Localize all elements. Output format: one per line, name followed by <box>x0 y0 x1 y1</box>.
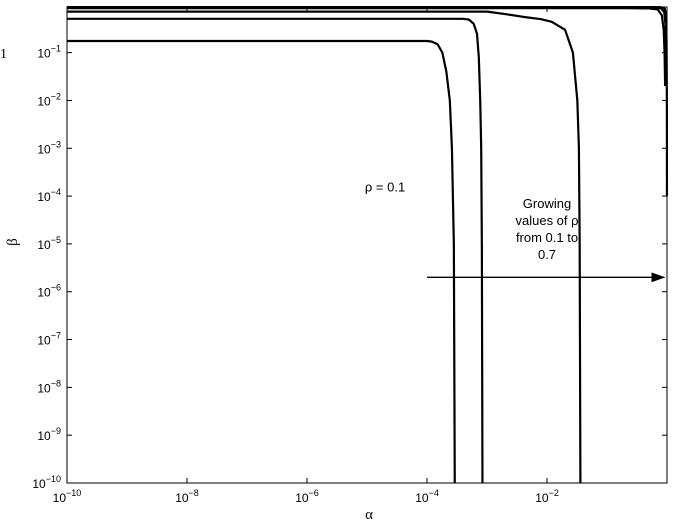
annotation-growing-line-1: Growing <box>523 196 571 211</box>
y-tick-label: 10−4 <box>37 187 61 204</box>
edge-label: 1 <box>0 47 7 62</box>
y-tick-label: 10−9 <box>37 426 61 443</box>
x-tick-label: 10−10 <box>53 488 82 505</box>
y-tick-label: 10−7 <box>37 331 61 348</box>
series-line-2 <box>67 17 484 484</box>
curves-group <box>67 6 669 484</box>
y-tick-label: 10−10 <box>32 474 61 491</box>
y-tick-label: 10−8 <box>37 378 61 395</box>
y-tick-label: 10−2 <box>37 91 61 108</box>
y-axis-label: β <box>5 238 21 246</box>
x-tick-label: 10−2 <box>535 488 559 505</box>
annotations-group: ρ = 0.1 Growing values of ρ from 0.1 to 0.7 <box>365 180 666 283</box>
y-tick-label: 10−5 <box>37 235 61 252</box>
x-tick-label: 10−6 <box>295 488 319 505</box>
annotation-growing-line-2: values of ρ <box>515 213 578 228</box>
y-tick-label: 10−1 <box>37 44 61 61</box>
x-axis-label: α <box>365 507 373 523</box>
x-tick-label: 10−4 <box>415 488 439 505</box>
annotation-growing-line-3: from 0.1 to <box>516 230 578 245</box>
y-axis: 10−10 10−9 10−8 10−7 10−6 10−5 10−4 10−3 10−2 10−… <box>32 44 667 491</box>
series-line-3 <box>67 10 582 484</box>
annotation-growing-line-4: 0.7 <box>538 247 556 262</box>
y-tick-label: 10−3 <box>37 139 61 156</box>
x-axis: 10−10 10−8 10−6 10−4 10−2 <box>53 7 559 505</box>
series-line-1 <box>67 39 456 484</box>
y-tick-label: 10−6 <box>37 283 61 300</box>
annotation-rho: ρ = 0.1 <box>365 180 405 195</box>
x-tick-label: 10−8 <box>175 488 199 505</box>
plot-frame <box>66 6 668 484</box>
